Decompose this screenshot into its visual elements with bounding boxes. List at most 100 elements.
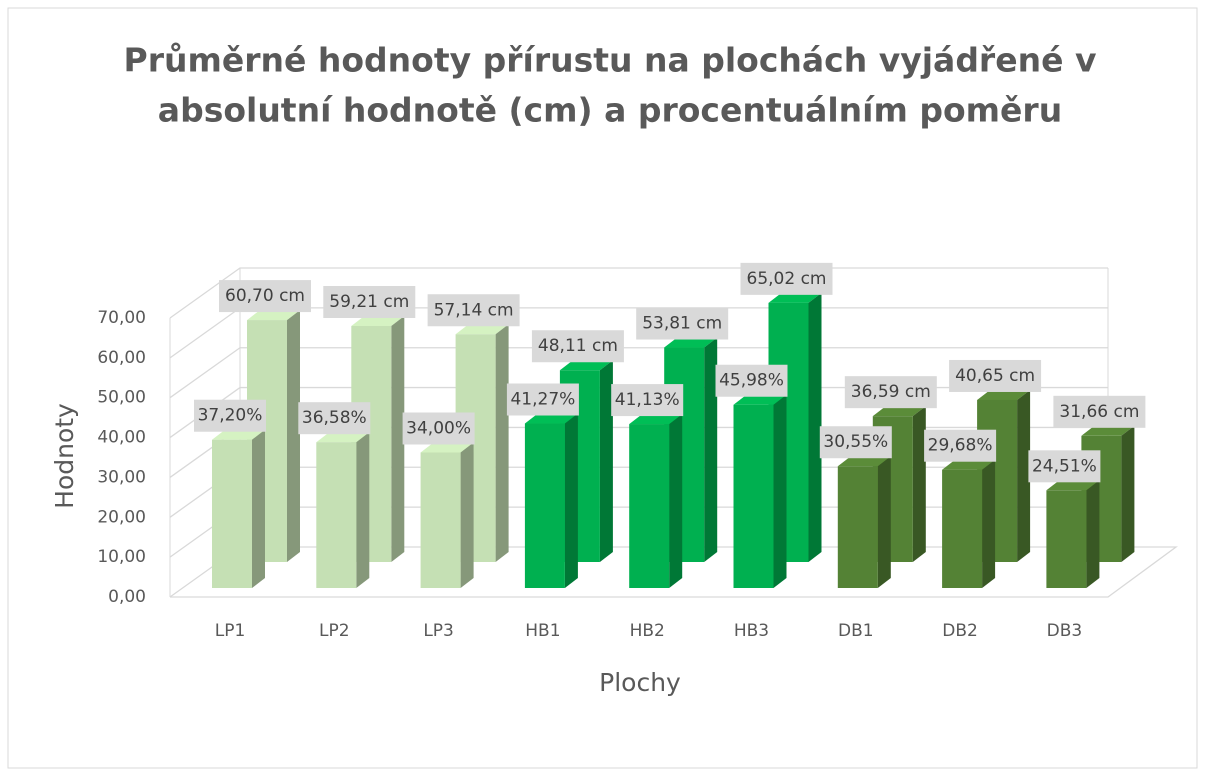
bar-top <box>942 459 996 470</box>
bar <box>524 423 565 588</box>
bar <box>316 442 357 588</box>
data-label-box <box>298 402 371 435</box>
bar-side <box>704 337 718 562</box>
bar-side <box>287 310 300 562</box>
bar <box>837 466 878 588</box>
x-tick-label: LP1 <box>215 621 246 641</box>
x-tick-label: DB2 <box>942 621 978 641</box>
y-tick-label: 70,00 <box>97 308 146 328</box>
bar-top <box>629 414 683 425</box>
bar-top <box>212 429 265 440</box>
data-label: 37,20% <box>198 406 263 426</box>
y-tick-label: 0,00 <box>108 587 146 607</box>
data-label: 40,65 cm <box>955 366 1035 386</box>
bar-top <box>524 413 578 424</box>
y-tick-label: 50,00 <box>97 388 146 408</box>
bar-side <box>912 406 926 562</box>
bar-side <box>773 394 787 588</box>
bar-side <box>1017 389 1031 562</box>
bar-side <box>356 432 370 588</box>
bar <box>942 469 983 588</box>
bar-top <box>420 442 474 453</box>
data-label-box <box>1053 395 1146 428</box>
bar-top <box>247 310 300 321</box>
x-tick-label: HB3 <box>734 621 769 641</box>
bar-side <box>252 429 265 588</box>
bar <box>1046 490 1087 588</box>
data-label: 59,21 cm <box>329 292 409 312</box>
x-tick-label: HB2 <box>630 621 665 641</box>
data-label: 36,58% <box>302 408 367 428</box>
data-label-box <box>924 429 997 462</box>
data-label: 41,13% <box>615 390 680 410</box>
bar <box>212 439 252 588</box>
data-label-box <box>949 359 1042 392</box>
y-tick-label: 40,00 <box>97 428 146 448</box>
data-label-box <box>427 294 520 327</box>
bar-top <box>455 324 509 335</box>
data-label-box <box>506 383 579 416</box>
bar <box>420 452 461 588</box>
bar-top <box>768 292 822 303</box>
bar-side <box>391 316 405 562</box>
data-label-box <box>611 384 684 417</box>
bar-side <box>1086 480 1100 588</box>
data-label: 53,81 cm <box>642 314 722 334</box>
y-axis-title: Hodnoty <box>50 403 79 509</box>
bar-side <box>669 414 683 588</box>
bar-side <box>460 442 474 588</box>
data-label-box <box>715 364 788 397</box>
x-tick-label: LP3 <box>423 621 454 641</box>
bar-side <box>982 459 996 588</box>
data-label-box <box>844 376 937 409</box>
data-label-box <box>531 330 624 363</box>
x-tick-label: HB1 <box>525 621 560 641</box>
data-label-box <box>402 412 475 445</box>
chart-subtitle: absolutní hodnotě (cm) a procentuálním p… <box>158 91 1062 130</box>
bar-top <box>1081 425 1135 436</box>
bar-top <box>733 394 787 405</box>
data-label-box <box>819 426 892 459</box>
y-tick-label: 20,00 <box>97 507 146 527</box>
bar-top <box>837 456 891 467</box>
data-label: 45,98% <box>719 371 784 391</box>
bar <box>629 424 670 588</box>
bar <box>733 404 774 588</box>
data-label-box <box>219 280 311 313</box>
data-label: 60,70 cm <box>225 286 305 306</box>
data-label-box <box>323 286 416 319</box>
bar-side <box>877 456 891 588</box>
data-label: 30,55% <box>823 432 888 452</box>
bar-top <box>977 389 1031 400</box>
data-label: 29,68% <box>928 436 993 456</box>
bar-top <box>316 432 370 443</box>
data-label: 31,66 cm <box>1059 402 1139 422</box>
data-label-box <box>1028 450 1101 483</box>
data-label: 65,02 cm <box>747 269 827 289</box>
bar-side <box>495 324 509 562</box>
data-label: 24,51% <box>1032 456 1097 476</box>
bar-top <box>559 360 613 371</box>
x-axis-title: Plochy <box>599 668 681 697</box>
x-tick-label: LP2 <box>319 621 350 641</box>
bar-side <box>808 292 822 562</box>
chart-title: Průměrné hodnoty přírustu na plochách vy… <box>124 41 1097 80</box>
floor-edge <box>170 546 1178 598</box>
bar-top <box>664 337 718 348</box>
data-label: 41,27% <box>510 390 575 410</box>
data-label-box <box>740 262 833 295</box>
data-label: 34,00% <box>406 418 471 438</box>
bar-top <box>872 406 926 417</box>
y-tick-label: 10,00 <box>97 547 146 567</box>
x-tick-label: DB1 <box>838 621 874 641</box>
data-label: 48,11 cm <box>538 336 618 356</box>
data-label: 57,14 cm <box>434 300 514 320</box>
bar-top <box>1046 480 1100 491</box>
data-label: 36,59 cm <box>851 382 931 402</box>
y-tick-label: 30,00 <box>97 467 146 487</box>
bar-side <box>1121 425 1135 562</box>
bar-top <box>351 316 405 327</box>
bar-side <box>599 360 613 562</box>
bar-side <box>564 413 578 588</box>
